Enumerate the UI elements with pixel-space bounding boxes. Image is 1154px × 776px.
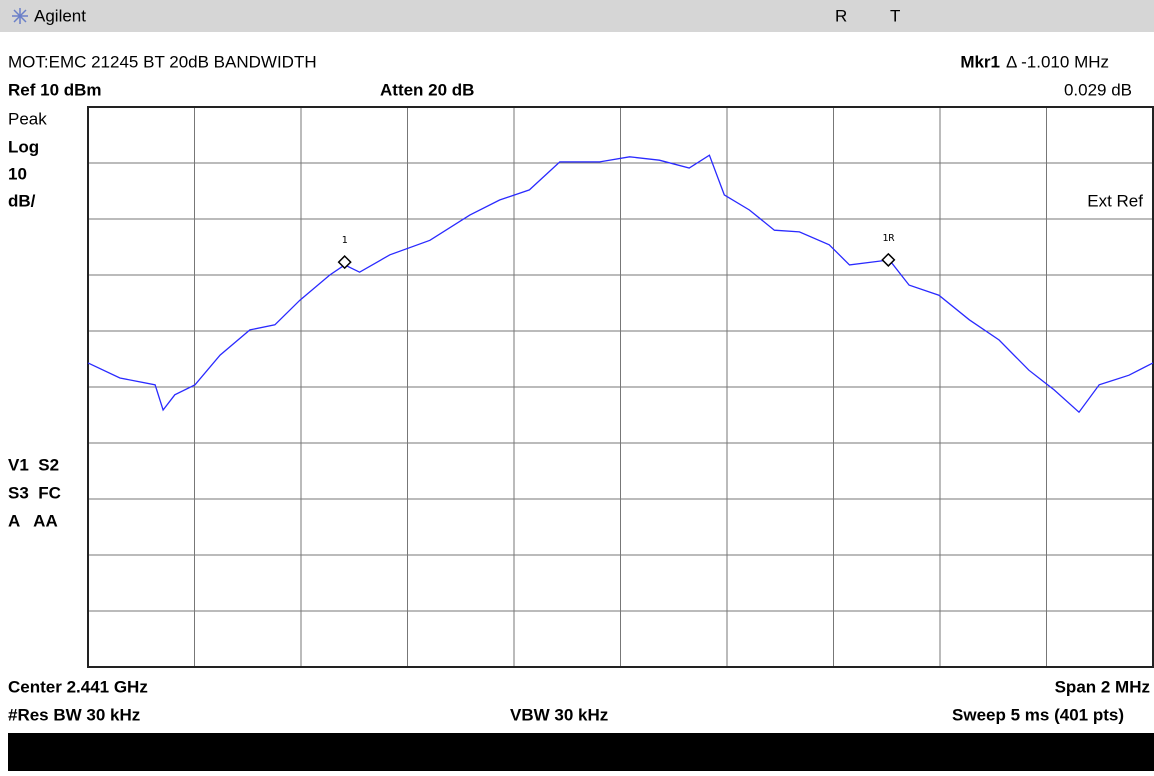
attenuation: Atten 20 dB	[380, 80, 474, 99]
marker-name: Mkr1	[960, 52, 1000, 71]
span: Span 2 MHz	[1055, 677, 1150, 696]
status: V1 S2	[8, 455, 59, 474]
brand: Agilent	[34, 6, 86, 25]
scale-type: Log	[8, 137, 39, 156]
scale-unit: dB/	[8, 191, 36, 210]
logo	[12, 8, 28, 24]
vbw: VBW 30 kHz	[510, 705, 608, 724]
flag: R	[835, 6, 847, 25]
marker-label: 1R	[882, 233, 895, 244]
graticule-border	[87, 106, 1154, 668]
rbw: #Res BW 30 kHz	[8, 705, 140, 724]
trace	[87, 154, 1154, 414]
header-bar	[0, 0, 1154, 32]
ext-ref: Ext Ref	[1087, 191, 1143, 210]
sweep: Sweep 5 ms (401 pts)	[952, 705, 1124, 724]
marker	[881, 252, 896, 267]
detector: Peak	[8, 109, 47, 128]
title: MOT:EMC 21245 BT 20dB BANDWIDTH	[8, 52, 317, 71]
flag: T	[890, 6, 900, 25]
status-bar	[8, 733, 1154, 771]
marker	[337, 255, 352, 270]
marker-delta: Δ -1.010 MHz	[1006, 52, 1109, 71]
ref-level: Ref 10 dBm	[8, 80, 102, 99]
scale-value: 10	[8, 164, 27, 183]
status: S3 FC	[8, 483, 61, 502]
marker-level: 0.029 dB	[1064, 80, 1132, 99]
marker-label: 1	[342, 235, 348, 246]
status: A AA	[8, 511, 58, 530]
center-freq: Center 2.441 GHz	[8, 677, 148, 696]
